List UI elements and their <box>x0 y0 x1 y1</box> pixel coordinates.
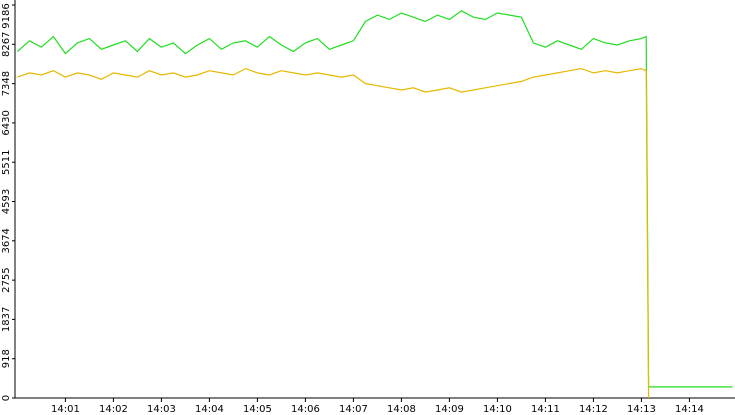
y-tick-label: 7348 <box>1 71 12 96</box>
y-tick-label: 1837 <box>1 307 12 332</box>
x-tick-label: 14:06 <box>291 404 320 415</box>
y-tick-label: 9186 <box>1 3 12 28</box>
x-tick-label: 14:02 <box>99 404 128 415</box>
x-tick-label: 14:13 <box>627 404 656 415</box>
y-tick-label: 5511 <box>1 149 12 174</box>
series-line <box>17 67 650 399</box>
x-tick-label: 14:10 <box>483 404 512 415</box>
x-tick-label: 14:14 <box>675 404 704 415</box>
y-tick-label: 4593 <box>1 189 12 214</box>
x-tick-label: 14:01 <box>51 404 80 415</box>
series-line <box>17 10 733 388</box>
y-tick-label: 2755 <box>1 267 12 292</box>
x-tick-label: 14:03 <box>147 404 176 415</box>
x-tick-label: 14:12 <box>579 404 608 415</box>
y-tick-label: 3674 <box>1 228 12 253</box>
y-tick-label: 0 <box>1 395 12 401</box>
x-tick-label: 14:05 <box>243 404 272 415</box>
x-tick-label: 14:11 <box>531 404 560 415</box>
x-tick-label: 14:04 <box>195 404 224 415</box>
y-tick-label: 8267 <box>1 32 12 57</box>
x-tick-label: 14:07 <box>339 404 368 415</box>
x-tick-label: 14:08 <box>387 404 416 415</box>
x-tick-label: 14:09 <box>435 404 464 415</box>
y-tick-label: 918 <box>1 349 12 368</box>
y-tick-label: 6430 <box>1 110 12 135</box>
